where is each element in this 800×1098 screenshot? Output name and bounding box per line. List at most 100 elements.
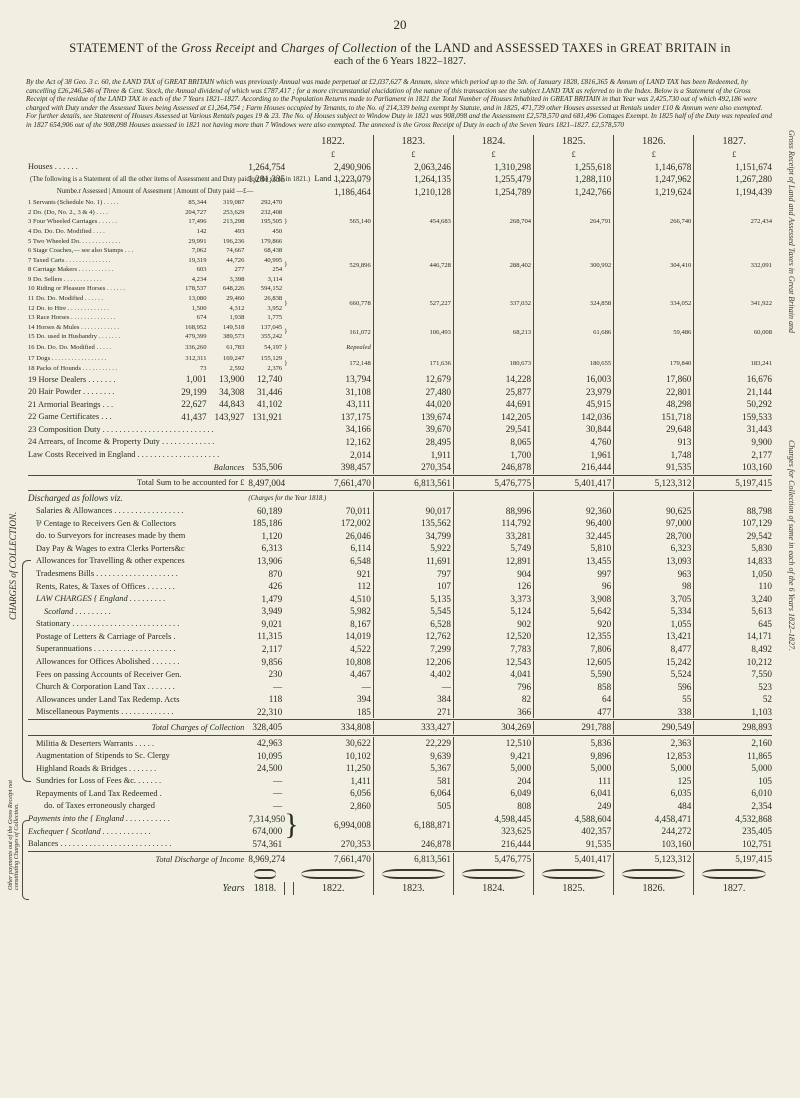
row-houses: Houses . . . . . . 1,264,754 2,490,906 2… [26, 161, 774, 174]
g1: 288,402 [453, 246, 533, 284]
v: 159,533 [694, 411, 774, 424]
v: 22,801 [614, 386, 694, 399]
a: 1,938 [209, 313, 247, 323]
l: 23 Composition Duty . . . . . . . . . . … [26, 423, 284, 436]
v: 5,000 [453, 762, 533, 775]
v: 7,661,470 [293, 477, 373, 490]
row-third: Numbe.r Assessed | Amount of Assesment |… [26, 186, 774, 199]
v: 9,421 [453, 750, 533, 763]
payments-england: Payments into the { England . . . . . . … [26, 813, 774, 826]
v: 5,642 [534, 605, 614, 618]
v: 5,982 [293, 605, 373, 618]
g5: 180,655 [534, 354, 614, 373]
v: 3,373 [453, 593, 533, 606]
n: 674 [171, 313, 209, 323]
l: Exchequer { Scotland . . . . . . . . . .… [26, 825, 246, 838]
v: 4,402 [373, 668, 453, 681]
l: 13 Race Horses . . . . . . . . . . . . .… [26, 313, 171, 323]
v: 1,267,280 [694, 173, 774, 186]
v: 102,751 [694, 838, 774, 851]
v: 107 [373, 580, 453, 593]
l: 14 Horses & Mules . . . . . . . . . . . … [26, 323, 171, 333]
l: 3 Four Wheeled Carriages . . . . . . [26, 217, 171, 227]
v: 505 [373, 800, 453, 813]
v: 6,035 [614, 787, 694, 800]
sched-d: 292,470 [246, 198, 284, 208]
n: 178,537 [171, 284, 209, 294]
v: 29,542 [694, 530, 774, 543]
l: 20 Hair Powder . . . . . . . . [26, 386, 171, 399]
v: 34,166 [293, 423, 373, 436]
row-22: 22 Game Certificates . . . 41,437 143,92… [26, 411, 774, 424]
v: 808 [453, 800, 533, 813]
v: 5,123,312 [614, 853, 694, 866]
v: 1,254,789 [453, 186, 533, 199]
c0: 1,001 [171, 373, 209, 386]
sched-row: 10 Riding or Pleasure Horses . . . . . .… [26, 284, 774, 294]
discharged-viz: Discharged as follows viz. [26, 492, 246, 504]
l: 18 Packs of Hounds . . . . . . . . . . . [26, 364, 171, 374]
land-val: 1,281,335 [246, 173, 284, 186]
n: 17,496 [171, 217, 209, 227]
rule [28, 490, 772, 491]
v: 402,357 [534, 825, 614, 838]
yf: 1827. [694, 882, 774, 896]
l: Superannuations . . . . . . . . . . . . … [26, 643, 246, 656]
row-20: 20 Hair Powder . . . . . . . . 29,199 34… [26, 386, 774, 399]
g0: 266,740 [614, 198, 694, 246]
total-discharge-label: Total Discharge of Income [26, 853, 246, 866]
v: 42,963 [246, 737, 284, 750]
a: 2,592 [209, 364, 247, 374]
v: 22,310 [246, 706, 284, 719]
v: 112 [293, 580, 373, 593]
v: — [293, 681, 373, 694]
v: 997 [534, 568, 614, 581]
v: 27,480 [373, 386, 453, 399]
charges-row: do. to Surveyors for increases made by t… [26, 530, 774, 543]
v: 172,002 [293, 517, 373, 530]
v: 6,064 [373, 787, 453, 800]
v: 44,020 [373, 398, 453, 411]
v: 88,996 [453, 505, 533, 518]
v: 91,535 [614, 461, 694, 474]
d: 3,114 [246, 275, 284, 285]
charges-for-year: (Charges for the Year 1818.) [246, 492, 293, 504]
c1: 34,308 [209, 386, 247, 399]
pound-sign: £ [453, 149, 533, 160]
c1: 143,927 [209, 411, 247, 424]
v: 6,813,561 [373, 477, 453, 490]
n: 4,234 [171, 275, 209, 285]
a: 4,312 [209, 304, 247, 314]
row-24: 24 Arrears, of Income & Property Duty . … [26, 436, 774, 449]
d: 594,152 [246, 284, 284, 294]
d: 179,866 [246, 237, 284, 247]
v: 366 [453, 706, 533, 719]
year-1825: 1825. [534, 135, 614, 149]
v: 338 [614, 706, 694, 719]
rule [28, 735, 772, 736]
v: 4,522 [293, 643, 373, 656]
g1: 304,410 [614, 246, 694, 284]
yf: 1825. [534, 882, 614, 896]
v: 10,102 [293, 750, 373, 763]
v: 6,056 [293, 787, 373, 800]
v: 1,219,624 [614, 186, 694, 199]
v: 9,021 [246, 618, 284, 631]
v: 98 [614, 580, 694, 593]
v: 230 [246, 668, 284, 681]
year-1822: 1822. [293, 135, 373, 149]
squiggle-row [26, 866, 774, 882]
l: Allowances for Offices Abolished . . . .… [26, 656, 246, 669]
v: 8,477 [614, 643, 694, 656]
v: 34,799 [373, 530, 453, 543]
c1: 13,900 [209, 373, 247, 386]
charges-row: Allowances for Travelling & other expenc… [26, 555, 774, 568]
g0: 272,434 [694, 198, 774, 246]
v: 48,298 [614, 398, 694, 411]
v: 8,492 [694, 643, 774, 656]
v: 32,445 [534, 530, 614, 543]
margin-note-1: Gross Receipt of Land and Assessed Taxes… [787, 130, 796, 333]
v: 5,613 [694, 605, 774, 618]
v: 8,497,004 [246, 477, 284, 490]
v: 5,830 [694, 542, 774, 555]
